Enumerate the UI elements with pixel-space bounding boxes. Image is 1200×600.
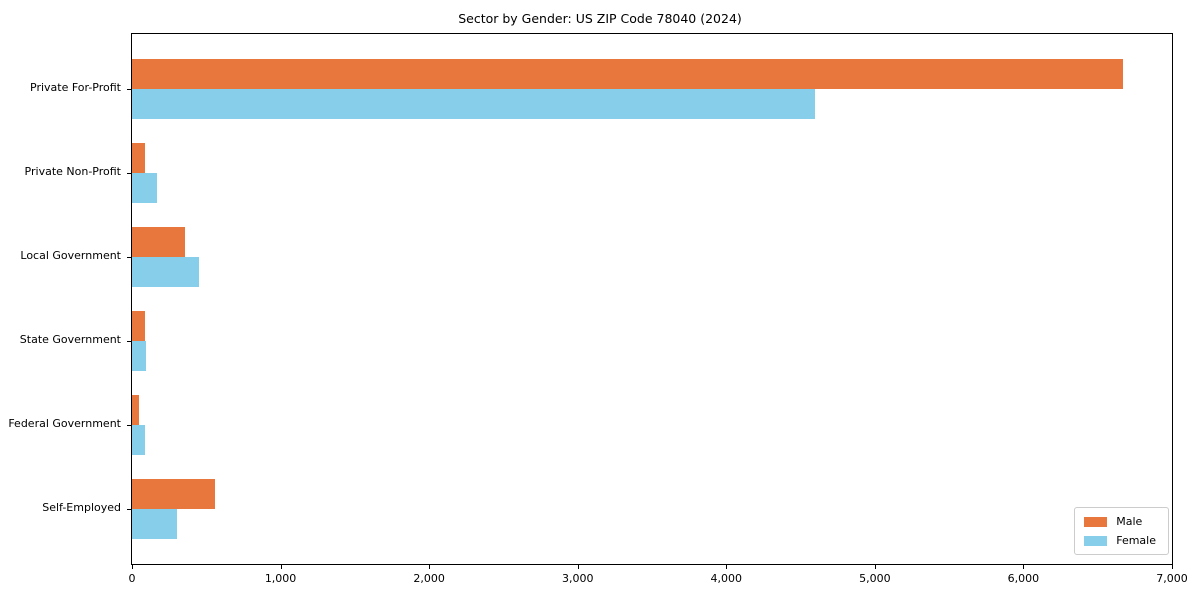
- bar-male-local-government: [132, 227, 186, 257]
- bar-male-federal-government: [132, 395, 139, 425]
- bar-male-self-employed: [132, 479, 216, 509]
- legend-label-male: Male: [1116, 515, 1143, 528]
- x-tick-label-7-000: 7,000: [1156, 572, 1188, 585]
- x-tick-label-4-000: 4,000: [710, 572, 743, 585]
- y-tick-label-local-government: Local Government: [20, 249, 121, 262]
- bar-female-state-government: [132, 341, 147, 371]
- x-tick-mark: [726, 565, 728, 569]
- x-tick-label-2-000: 2,000: [413, 572, 445, 585]
- bar-male-state-government: [132, 311, 145, 341]
- bar-female-federal-government: [132, 425, 145, 455]
- x-tick-label-6-000: 6,000: [1007, 572, 1040, 585]
- x-tick-mark: [1172, 565, 1173, 569]
- legend-item-female: Female: [1084, 534, 1156, 547]
- legend-item-male: Male: [1084, 515, 1156, 528]
- x-tick-mark: [132, 565, 133, 569]
- y-tick-mark: [127, 173, 131, 174]
- x-tick-mark: [1023, 565, 1025, 569]
- x-tick-label-1-000: 1,000: [264, 572, 297, 585]
- bar-female-private-for-profit: [132, 89, 816, 119]
- plot-area: [127, 33, 1173, 565]
- legend: Male Female: [1074, 507, 1169, 555]
- y-tick-mark: [127, 425, 131, 426]
- x-tick-label-5-000: 5,000: [859, 572, 891, 585]
- y-tick-label-private-non-profit: Private Non-Profit: [24, 165, 121, 178]
- bar-female-self-employed: [132, 509, 177, 539]
- chart-title: Sector by Gender: US ZIP Code 78040 (202…: [458, 11, 742, 26]
- bar-male-private-non-profit: [132, 143, 146, 173]
- y-tick-mark: [127, 89, 131, 90]
- legend-swatch-female: [1084, 535, 1108, 546]
- y-tick-label-private-for-profit: Private For-Profit: [30, 81, 121, 94]
- y-tick-label-federal-government: Federal Government: [8, 417, 121, 430]
- y-tick-mark: [127, 509, 131, 510]
- y-tick-mark: [127, 257, 131, 258]
- legend-label-female: Female: [1116, 534, 1156, 547]
- bar-female-local-government: [132, 257, 199, 287]
- x-tick-label-0: 0: [128, 572, 136, 585]
- x-tick-mark: [577, 565, 579, 569]
- x-tick-mark: [874, 565, 876, 569]
- x-tick-mark: [429, 565, 431, 569]
- y-tick-mark: [127, 341, 131, 342]
- x-tick-mark: [280, 565, 282, 569]
- bar-female-private-non-profit: [132, 173, 157, 203]
- y-tick-label-self-employed: Self-Employed: [42, 501, 121, 514]
- legend-swatch-male: [1084, 516, 1108, 527]
- y-tick-label-state-government: State Government: [19, 333, 121, 346]
- bar-male-private-for-profit: [132, 59, 1123, 89]
- x-tick-label-3-000: 3,000: [561, 572, 594, 585]
